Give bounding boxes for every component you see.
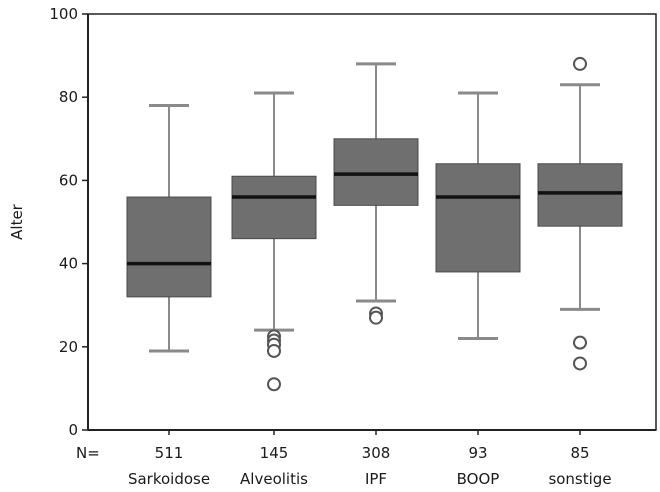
y-tick-label: 80: [59, 88, 78, 106]
outlier-point: [267, 377, 281, 392]
iqr-box: [231, 175, 317, 240]
box-alveolitis: [231, 91, 317, 392]
box-ipf: [333, 62, 419, 325]
box-sarkoidose: [126, 104, 212, 353]
outlier-point: [369, 310, 383, 325]
n-value-label: 308: [362, 444, 391, 462]
n-prefix-label: N=: [76, 444, 100, 462]
box-boop: [435, 91, 521, 340]
y-axis-title: Alter: [8, 203, 26, 240]
n-value-label: 93: [468, 444, 487, 462]
x-category-label: sonstige: [548, 470, 611, 488]
iqr-box: [333, 138, 419, 206]
x-labels: 511 Sarkoidose 145 Alveolitis 308 IPF 93 BOOP 85…: [128, 430, 612, 488]
outlier-point: [573, 335, 587, 350]
n-value-label: 145: [260, 444, 289, 462]
n-value-label: 511: [155, 444, 184, 462]
box-sonstige: [537, 56, 623, 371]
y-tick-label: 40: [59, 255, 78, 273]
y-tick-label: 60: [59, 171, 78, 189]
y-tick-label: 100: [49, 5, 78, 23]
n-value-label: 85: [570, 444, 589, 462]
y-tick-label: 0: [68, 421, 78, 439]
x-category-label: Sarkoidose: [128, 470, 210, 488]
outlier-point: [267, 343, 281, 358]
iqr-box: [537, 163, 623, 227]
outlier-point: [573, 56, 587, 71]
outlier-point: [573, 356, 587, 371]
x-category-label: Alveolitis: [240, 470, 308, 488]
y-tick-label: 20: [59, 338, 78, 356]
x-category-label: BOOP: [457, 470, 500, 488]
x-category-label: IPF: [365, 470, 387, 488]
boxes-group: [126, 56, 623, 392]
iqr-box: [126, 196, 212, 298]
iqr-box: [435, 163, 521, 273]
y-ticks: 0 20 40 60 80 100: [49, 5, 88, 439]
